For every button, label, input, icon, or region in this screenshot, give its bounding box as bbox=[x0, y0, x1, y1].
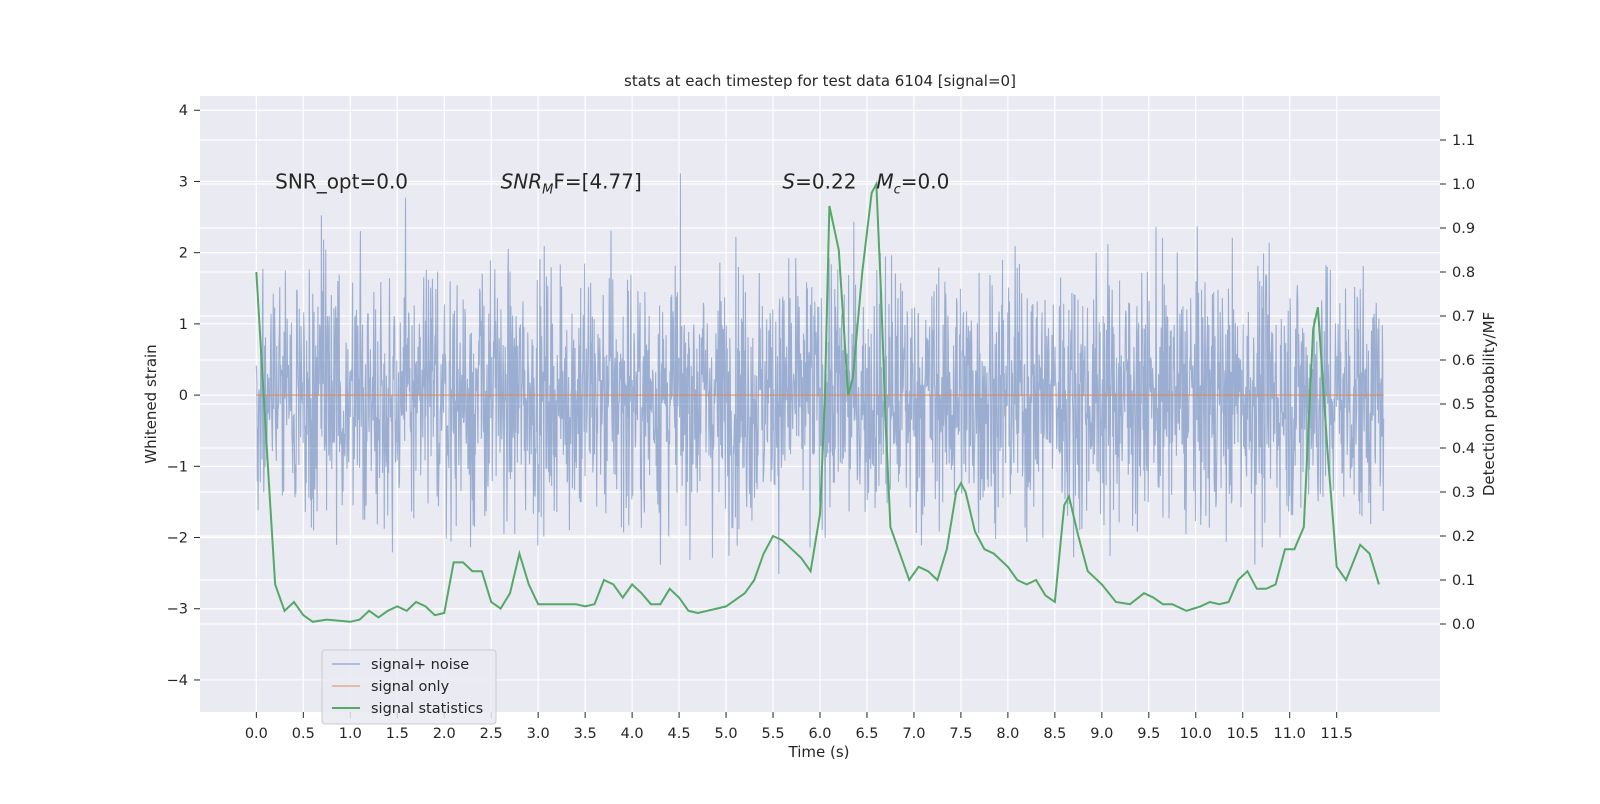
x-tick-label: 8.0 bbox=[996, 726, 1019, 742]
x-tick-label: 11.0 bbox=[1274, 726, 1306, 742]
y2-axis-label: Detection probability/MF bbox=[1480, 312, 1498, 496]
y-tick-label: 1 bbox=[179, 317, 188, 333]
x-tick-label: 10.5 bbox=[1227, 726, 1259, 742]
y-tick-label: −3 bbox=[167, 602, 188, 618]
y2-tick-label: 0.8 bbox=[1452, 265, 1475, 281]
x-tick-label: 9.5 bbox=[1137, 726, 1160, 742]
y2-tick-label: 0.3 bbox=[1452, 485, 1475, 501]
y2-tick-label: 0.4 bbox=[1452, 441, 1475, 457]
y2-tick-label: 1.0 bbox=[1452, 177, 1475, 193]
x-tick-label: 11.5 bbox=[1321, 726, 1353, 742]
series-signal-plus-noise bbox=[255, 173, 1385, 574]
x-tick-label: 6.0 bbox=[808, 726, 831, 742]
signal-plus-noise-line bbox=[255, 173, 1385, 574]
legend-label-signal-statistics: signal statistics bbox=[371, 701, 483, 717]
annotations: SNR_opt=0.0 SNRMF=[4.77] S=0.22 Mc=0.0 bbox=[275, 169, 949, 197]
series-signal-statistics bbox=[255, 180, 1380, 623]
x-tick-label: 0.5 bbox=[292, 726, 315, 742]
x-tick-label: 2.0 bbox=[433, 726, 456, 742]
annotation-3: Mc=0.0 bbox=[876, 169, 949, 197]
x-tick-label: 6.5 bbox=[855, 726, 878, 742]
x-tick-label: 7.5 bbox=[949, 726, 972, 742]
chart-title: stats at each timestep for test data 610… bbox=[624, 72, 1016, 90]
x-tick-label: 9.0 bbox=[1090, 726, 1113, 742]
annotation-0: SNR_opt=0.0 bbox=[275, 169, 408, 193]
x-tick-label: 1.0 bbox=[339, 726, 362, 742]
legend-label-signal-plus-noise: signal+ noise bbox=[371, 657, 469, 673]
y2-tick-label: 0.2 bbox=[1452, 529, 1475, 545]
y-tick-label: 2 bbox=[179, 246, 188, 262]
y-tick-label: 0 bbox=[179, 388, 188, 404]
y-axis-label: Whitened strain bbox=[142, 344, 160, 463]
y-tick-label: 4 bbox=[179, 103, 188, 119]
x-tick-label: 2.5 bbox=[480, 726, 503, 742]
y-tick-label: −4 bbox=[167, 673, 188, 689]
x-tick-label: 8.5 bbox=[1043, 726, 1066, 742]
x-tick-label: 5.5 bbox=[761, 726, 784, 742]
y2-tick-label: 0.1 bbox=[1452, 573, 1475, 589]
y-tick-label: −1 bbox=[167, 459, 188, 475]
y2-tick-label: 0.7 bbox=[1452, 309, 1475, 325]
y2-tick-label: 1.1 bbox=[1452, 133, 1475, 149]
x-tick-label: 3.5 bbox=[574, 726, 597, 742]
y2-tick-label: 0.0 bbox=[1452, 617, 1475, 633]
annotation-2: S=0.22 bbox=[782, 169, 856, 193]
x-tick-label: 0.0 bbox=[245, 726, 268, 742]
x-tick-label: 4.5 bbox=[668, 726, 691, 742]
x-tick-label: 4.0 bbox=[621, 726, 644, 742]
y-tick-label: −2 bbox=[167, 531, 188, 547]
y2-tick-label: 0.6 bbox=[1452, 353, 1475, 369]
y-tick-label: 3 bbox=[179, 174, 188, 190]
signal-statistics-line bbox=[255, 180, 1380, 623]
legend: signal+ noise signal only signal statist… bbox=[321, 649, 497, 725]
x-tick-label: 7.0 bbox=[902, 726, 925, 742]
legend-label-signal-only: signal only bbox=[371, 679, 450, 695]
x-tick-label: 1.5 bbox=[386, 726, 409, 742]
x-tick-label: 10.0 bbox=[1180, 726, 1212, 742]
x-tick-label: 5.0 bbox=[715, 726, 738, 742]
legend-box bbox=[321, 649, 497, 725]
annotation-1: SNRMF=[4.77] bbox=[501, 169, 642, 197]
y2-tick-label: 0.5 bbox=[1452, 397, 1475, 413]
x-tick-label: 3.0 bbox=[527, 726, 550, 742]
axes-layer: 0.0 0.5 1.0 1.5 2.0 2.5 3.0 3.5 4.0 4.5 5.0 5.5 6.0 6… bbox=[167, 103, 1475, 742]
y2-tick-label: 0.9 bbox=[1452, 221, 1475, 237]
x-axis-label: Time (s) bbox=[788, 743, 850, 761]
